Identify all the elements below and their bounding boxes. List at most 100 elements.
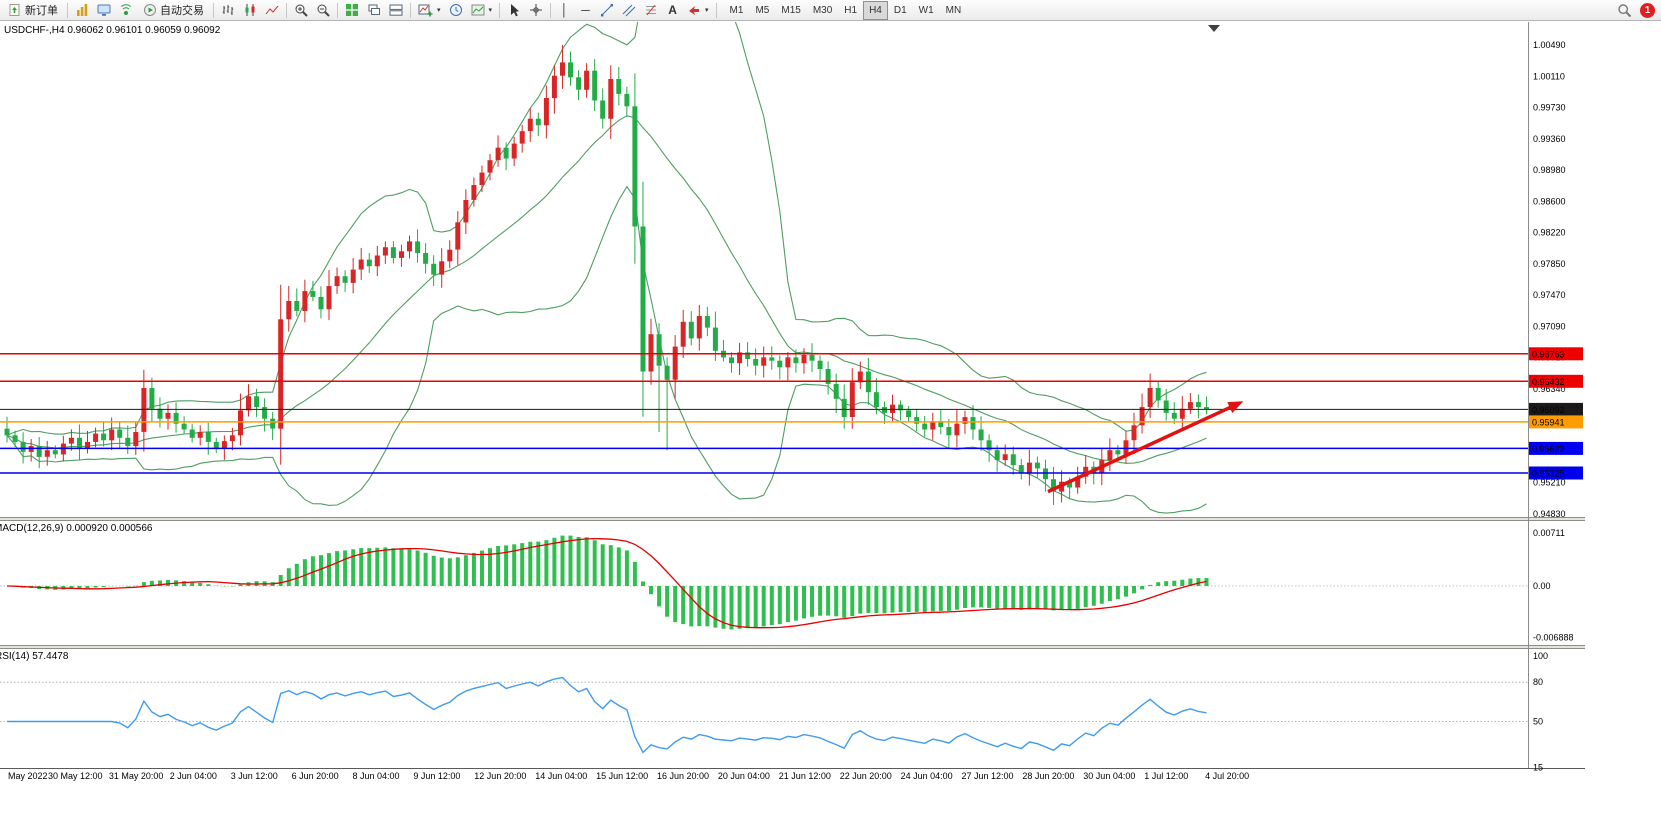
tile-windows-button[interactable]	[341, 1, 363, 20]
svg-text:0.96092: 0.96092	[1532, 405, 1565, 415]
time-scale[interactable]: May 2022 30 May 12:00 31 May 20:00 2 Jun 04…	[8, 771, 1249, 781]
svg-text:80: 80	[1533, 677, 1543, 687]
timeframe-d1[interactable]: D1	[888, 1, 913, 20]
svg-text:0.98220: 0.98220	[1533, 228, 1566, 238]
separator	[67, 2, 68, 18]
price-label-box: 0.95941	[1529, 415, 1583, 429]
clock-icon	[449, 3, 463, 17]
signals-button[interactable]	[115, 1, 137, 20]
chevron-down-icon: ▾	[705, 7, 709, 14]
svg-text:0.96763: 0.96763	[1532, 349, 1565, 359]
svg-text:21 Jun 12:00: 21 Jun 12:00	[779, 771, 831, 781]
gold-bars-icon	[75, 3, 89, 17]
toolbar-right: 1	[1617, 0, 1655, 21]
profiles-button[interactable]	[445, 1, 467, 20]
svg-text:0.99730: 0.99730	[1533, 103, 1566, 113]
svg-text:50: 50	[1533, 717, 1543, 727]
timeframe-m5[interactable]: M5	[749, 1, 775, 20]
svg-text:14 Jun 04:00: 14 Jun 04:00	[535, 771, 587, 781]
separator	[286, 2, 287, 18]
svg-text:0.95325: 0.95325	[1532, 469, 1565, 479]
candlestick-chart-button[interactable]	[239, 1, 261, 20]
svg-text:0.95622: 0.95622	[1532, 444, 1565, 454]
svg-text:0.97850: 0.97850	[1533, 259, 1566, 269]
svg-text:0.00711: 0.00711	[1533, 528, 1565, 538]
timeframe-h1[interactable]: H1	[838, 1, 863, 20]
market-watch-button[interactable]	[71, 1, 93, 20]
bars-icon	[221, 3, 235, 17]
horizontal-line-tool[interactable]: ─	[575, 1, 596, 20]
grid-icon	[345, 3, 359, 17]
svg-text:0.98980: 0.98980	[1533, 165, 1566, 175]
text-tool[interactable]: A	[662, 1, 683, 20]
chevron-down-icon: ▾	[437, 7, 441, 14]
arrow-shape-icon	[687, 3, 701, 17]
crosshair-button[interactable]	[525, 1, 547, 20]
price-label-box: 0.95325	[1529, 466, 1583, 480]
channel-tool[interactable]	[618, 1, 640, 20]
vertical-line-tool[interactable]: │	[554, 1, 575, 20]
svg-text:0.95210: 0.95210	[1533, 478, 1566, 488]
line-chart-icon	[265, 3, 279, 17]
svg-text:12 Jun 20:00: 12 Jun 20:00	[474, 771, 526, 781]
timeframe-mn[interactable]: MN	[940, 1, 968, 20]
timeframe-m15[interactable]: M15	[775, 1, 806, 20]
terminal-button[interactable]	[93, 1, 115, 20]
indicators-button[interactable]: ▾	[467, 1, 497, 20]
svg-text:0.97470: 0.97470	[1533, 290, 1566, 300]
new-order-button[interactable]: 新订单	[2, 1, 64, 20]
svg-text:16 Jun 20:00: 16 Jun 20:00	[657, 771, 709, 781]
crosshair-icon	[529, 3, 543, 17]
timeframe-h4[interactable]: H4	[863, 0, 888, 20]
fibonacci-icon	[644, 3, 658, 17]
new-chart-button[interactable]: ▾	[414, 1, 445, 20]
svg-text:0.00: 0.00	[1533, 581, 1551, 591]
zoom-in-button[interactable]	[290, 1, 312, 20]
bar-chart-button[interactable]	[217, 1, 239, 20]
svg-text:31 May 20:00: 31 May 20:00	[109, 771, 164, 781]
tile-horizontal-button[interactable]	[385, 1, 407, 20]
svg-text:1 Jul 12:00: 1 Jul 12:00	[1144, 771, 1188, 781]
timeframe-m1[interactable]: M1	[724, 1, 750, 20]
trendline-tool[interactable]	[596, 1, 618, 20]
zoom-out-button[interactable]	[312, 1, 334, 20]
separator	[410, 2, 411, 18]
chart-shift-marker[interactable]	[1208, 25, 1220, 32]
terminal-icon	[97, 3, 111, 17]
chart-title: USDCHF-,H4 0.96062 0.96101 0.96059 0.960…	[4, 25, 221, 36]
line-chart-button[interactable]	[261, 1, 283, 20]
cursor-button[interactable]	[503, 1, 525, 20]
svg-text:24 Jun 04:00: 24 Jun 04:00	[901, 771, 953, 781]
timeframe-m30[interactable]: M30	[807, 1, 838, 20]
zoom-out-icon	[316, 3, 330, 17]
macd-histogram	[13, 535, 1209, 630]
svg-text:15 Jun 12:00: 15 Jun 12:00	[596, 771, 648, 781]
auto-trading-button[interactable]: 自动交易	[137, 1, 210, 20]
svg-text:May 2022: May 2022	[8, 771, 48, 781]
notification-badge[interactable]: 1	[1640, 3, 1655, 18]
svg-text:0.96432: 0.96432	[1532, 377, 1565, 387]
play-icon	[143, 3, 157, 17]
separator	[550, 2, 552, 18]
separator	[499, 2, 501, 18]
svg-text:28 Jun 20:00: 28 Jun 20:00	[1022, 771, 1074, 781]
text-icon: A	[668, 3, 677, 17]
svg-text:1.00110: 1.00110	[1533, 71, 1565, 81]
candlestick-series	[4, 45, 1209, 505]
cascade-windows-button[interactable]	[363, 1, 385, 20]
signal-icon	[119, 3, 133, 17]
price-label-box: 0.96763	[1529, 347, 1583, 361]
toolbar: 新订单 自动交易	[0, 0, 1661, 21]
timeframe-w1[interactable]: W1	[913, 1, 940, 20]
search-icon[interactable]	[1617, 3, 1632, 18]
svg-text:20 Jun 04:00: 20 Jun 04:00	[718, 771, 770, 781]
arrows-tool[interactable]: ▾	[683, 1, 713, 20]
bollinger-bands	[6, 22, 1207, 514]
chevron-down-icon: ▾	[488, 7, 493, 14]
fibonacci-tool[interactable]	[640, 1, 662, 20]
vertical-line-icon: │	[560, 3, 569, 17]
svg-text:0.94830: 0.94830	[1533, 509, 1566, 519]
svg-text:0.95941: 0.95941	[1532, 417, 1565, 427]
trend-arrow[interactable]	[1047, 401, 1244, 494]
